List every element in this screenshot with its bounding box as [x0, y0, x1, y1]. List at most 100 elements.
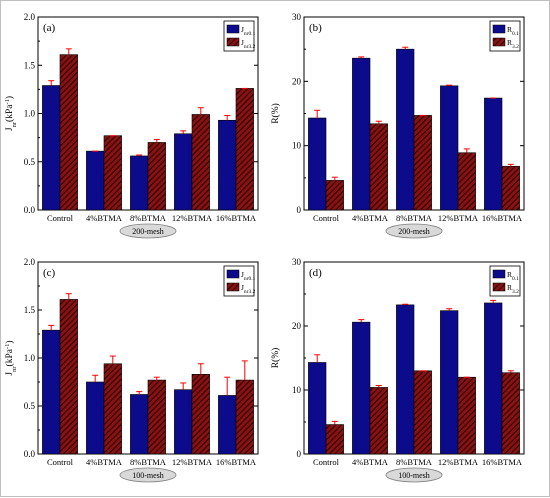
legend-entry-main: J [241, 25, 244, 34]
y-axis-title-unit: (kPa [4, 104, 15, 122]
bar-series1 [352, 57, 371, 211]
x-category-label: Control [313, 213, 340, 223]
legend-entry: Jnr0.1 [241, 270, 256, 282]
y-axis-title-unit: (kPa [4, 348, 15, 366]
bar-series2 [457, 376, 476, 455]
y-tick-label: 0.0 [24, 205, 36, 215]
legend-entry-sub: nr0.1 [244, 31, 256, 37]
y-tick-label: 0.5 [24, 401, 36, 411]
legend-entry-main: R [507, 25, 512, 34]
x-category-label: 12%BTMA [438, 213, 479, 223]
y-tick-label: 0 [297, 449, 302, 459]
x-category-label: 12%BTMA [172, 213, 213, 223]
x-category-label: 4%BTMA [86, 457, 123, 467]
panel-tag: (b) [309, 22, 322, 34]
bar-series2 [501, 372, 520, 455]
legend-entry-sub: nr0.1 [244, 276, 256, 282]
mesh-ellipse [385, 467, 443, 483]
x-category-label: 4%BTMA [352, 213, 389, 223]
legend-swatch [226, 269, 240, 279]
bar-series2 [59, 54, 78, 211]
bar-series2 [235, 379, 254, 455]
bar-series2 [147, 142, 166, 211]
bar-series2 [235, 88, 254, 211]
bar-series1 [308, 117, 327, 211]
y-tick-label: 0.0 [24, 449, 36, 459]
y-tick-label: 1.0 [24, 353, 36, 363]
y-tick-label: 1.5 [24, 60, 36, 70]
y-tick-label: 10 [292, 385, 302, 395]
x-category-label: 8%BTMA [396, 213, 433, 223]
x-category-label: 16%BTMA [216, 457, 257, 467]
bar-series2 [103, 363, 122, 455]
y-axis-title-sub: nr [11, 366, 18, 372]
bar-series1 [130, 155, 149, 211]
y-axis-title: Jnr(kPa-1) [4, 340, 18, 375]
y-axis-title-main: R(%) [270, 348, 281, 369]
legend-swatch [226, 282, 240, 292]
legend-entry-main: J [241, 270, 244, 279]
bar-series2 [369, 123, 388, 211]
y-tick-label: 2.0 [24, 257, 36, 267]
legend-entry: Jnr3.2 [241, 38, 256, 50]
panel-tag: (d) [309, 267, 322, 279]
bar-series1 [42, 85, 61, 211]
bar-series1 [174, 133, 193, 211]
bar-series1 [86, 381, 105, 455]
y-axis-title-sup: -1 [4, 99, 11, 104]
legend-entry: Jnr0.1 [241, 25, 256, 37]
y-tick-label: 20 [292, 76, 302, 86]
x-category-label: Control [313, 457, 340, 467]
mesh-label: 100-mesh [398, 471, 430, 480]
bar-series2 [369, 387, 388, 455]
bar-series2 [191, 114, 210, 211]
y-axis-title-main: J [5, 372, 15, 376]
y-axis-title-close: ) [4, 96, 15, 99]
bar-series1 [174, 389, 193, 455]
bar-series2 [191, 374, 210, 455]
x-category-label: Control [47, 457, 74, 467]
bar-series1 [352, 321, 371, 455]
legend-swatch [492, 282, 506, 292]
mesh-ellipse [385, 223, 443, 239]
panel-tag: (c) [43, 267, 56, 279]
bar-series1 [218, 119, 237, 211]
legend-entry-main: R [507, 283, 512, 292]
bar-series2 [457, 152, 476, 211]
bar-series2 [103, 135, 122, 211]
y-axis-title-main: R(%) [270, 103, 281, 124]
bar-series2 [325, 180, 344, 211]
y-axis-title: R(%) [270, 348, 281, 369]
x-category-label: 8%BTMA [130, 457, 167, 467]
legend-swatch [226, 24, 240, 34]
bar-series1 [218, 395, 237, 455]
bar-series1 [440, 85, 459, 211]
y-tick-label: 1.5 [24, 305, 36, 315]
legend-entry-main: R [507, 38, 512, 47]
mesh-label: 100-mesh [132, 471, 164, 480]
bar-series2 [413, 115, 432, 211]
bar-series2 [59, 299, 78, 455]
legend-swatch [492, 37, 506, 47]
bar-series1 [440, 310, 459, 455]
mesh-ellipse [119, 223, 177, 239]
y-tick-label: 30 [292, 12, 302, 22]
panel-tag: (a) [43, 22, 56, 34]
bar-series1 [308, 362, 327, 455]
y-tick-label: 10 [292, 141, 302, 151]
bar-series1 [86, 150, 105, 211]
legend-entry: R3.2 [507, 283, 519, 295]
x-category-label: 4%BTMA [86, 213, 123, 223]
legend-entry-sub: nr3.2 [244, 44, 256, 50]
bar-series2 [325, 424, 344, 455]
bar-series1 [130, 394, 149, 455]
y-tick-label: 0.5 [24, 157, 36, 167]
y-axis-title: R(%) [270, 103, 281, 124]
y-tick-label: 30 [292, 257, 302, 267]
legend-entry-sub: 3.2 [512, 289, 519, 295]
legend-entry-sub: 0.1 [512, 276, 519, 282]
bar-series1 [396, 48, 415, 211]
x-category-label: 8%BTMA [396, 457, 433, 467]
